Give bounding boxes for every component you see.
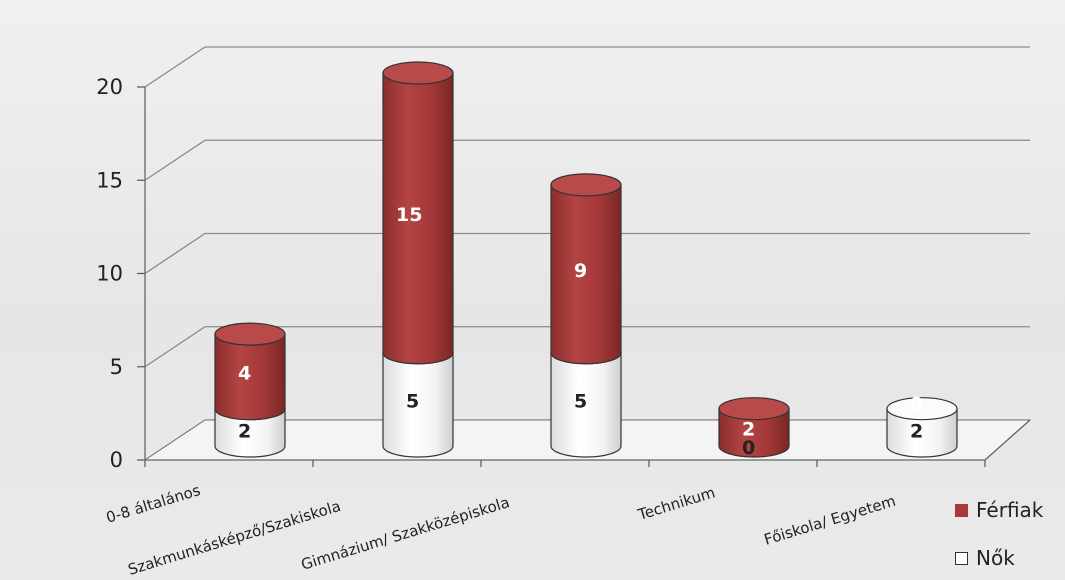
y-tick-label: 5 bbox=[110, 355, 123, 379]
y-tick-label: 20 bbox=[96, 75, 123, 99]
bar-segment-ferfiak bbox=[382, 72, 454, 365]
x-category-label: 0-8 általános bbox=[104, 481, 203, 527]
bar-segment-ferfiak-top bbox=[550, 173, 622, 197]
floor-right-edge bbox=[984, 419, 1031, 461]
legend-label-ferfiak: Férfiak bbox=[976, 498, 1044, 522]
data-label-ferfiak: 15 bbox=[396, 204, 422, 226]
y-tick-label: 0 bbox=[110, 448, 123, 472]
data-label-nok: 2 bbox=[910, 420, 923, 442]
data-label-nok: 5 bbox=[406, 390, 419, 412]
y-tick-label: 10 bbox=[96, 262, 123, 286]
legend-item-ferfiak: Férfiak bbox=[955, 495, 1063, 525]
data-label-ferfiak: 2 bbox=[742, 418, 755, 440]
legend-item-nok: Nők bbox=[955, 543, 1063, 573]
y-tick-label: 15 bbox=[96, 168, 123, 192]
data-label-nok: 0 bbox=[742, 437, 755, 459]
legend-swatch-ferfiak bbox=[955, 503, 968, 517]
bar-group: 02 bbox=[718, 397, 790, 459]
gridline bbox=[144, 326, 1030, 368]
bar-segment-ferfiak-top bbox=[718, 397, 790, 421]
bar-segment-ferfiak bbox=[718, 408, 790, 458]
x-category-label: Főiskola/ Egyetem bbox=[762, 492, 898, 549]
legend-label-nok: Nők bbox=[976, 546, 1015, 570]
x-category-labels: 0-8 általánosSzakmunkásképző/SzakiskolaG… bbox=[104, 481, 898, 579]
bar-segment-nok-top bbox=[886, 397, 958, 421]
bar-segment-nok bbox=[382, 352, 454, 458]
x-category-label: Technikum bbox=[635, 483, 717, 524]
bar-segment-ferfiak bbox=[550, 184, 622, 365]
bar-group: 5 15 bbox=[382, 61, 454, 458]
bar-segment-ferfiak-top bbox=[382, 61, 454, 85]
bar-segment-nok bbox=[886, 408, 958, 458]
gridline bbox=[144, 232, 1030, 275]
bar-segment-ferfiak-top bbox=[214, 322, 286, 346]
bar-group: 59 bbox=[550, 173, 622, 458]
bar-group: 20 bbox=[886, 394, 958, 458]
data-label-ferfiak: 0 bbox=[910, 394, 923, 416]
data-label-ferfiak: 9 bbox=[574, 260, 587, 282]
bar-segment-nok bbox=[214, 408, 286, 458]
bar-group: 24 bbox=[214, 322, 286, 458]
gridline bbox=[144, 139, 1030, 181]
y-tick-labels: 0 5 10 15 20 bbox=[96, 75, 123, 472]
data-label-ferfiak: 4 bbox=[238, 362, 251, 384]
legend: Férfiak Nők bbox=[955, 495, 1063, 580]
data-label-nok: 2 bbox=[238, 420, 251, 442]
bar-segment-nok bbox=[550, 352, 622, 458]
gridline bbox=[144, 46, 1030, 88]
legend-swatch-nok bbox=[955, 551, 968, 565]
data-label-nok: 5 bbox=[574, 390, 587, 412]
bar-segment-ferfiak bbox=[214, 333, 286, 421]
